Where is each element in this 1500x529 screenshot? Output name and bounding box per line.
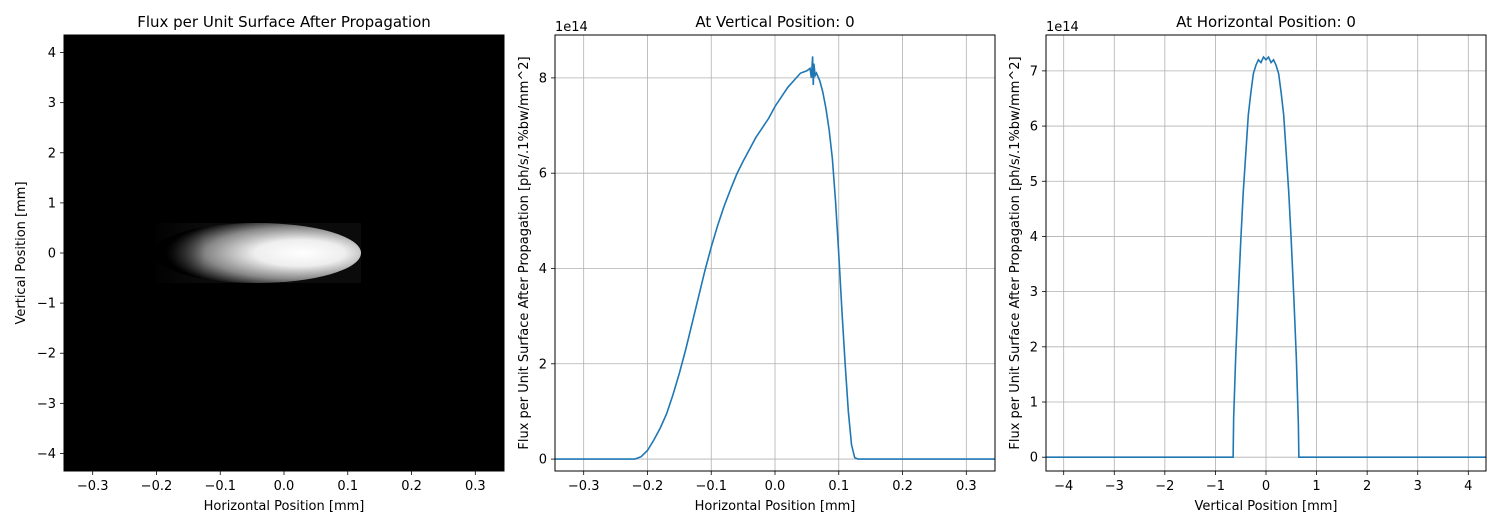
heatmap-x-label: Horizontal Position [mm] [204,499,365,514]
horizontal-cut-x-label: Horizontal Position [mm] [695,499,856,514]
x-tick-label: 1 [1312,479,1320,494]
y-tick-label: 4 [48,46,56,61]
vertical-cut-panel: At Horizontal Position: 0 −4 −3 −2 −1 0 1 2 3 4 … [1008,13,1487,514]
y-tick-label: 2 [539,357,547,372]
y-tick-label: 0 [539,453,547,468]
x-tick-label: 0.0 [274,479,295,494]
y-tick-label: 3 [1030,285,1038,300]
heatmap-x-ticks: −0.3 −0.2 −0.1 0.0 0.1 0.2 0.3 [77,471,486,494]
x-tick-label: 0.2 [401,479,422,494]
x-tick-label: −4 [1054,479,1073,494]
x-tick-label: −0.2 [632,479,664,494]
y-tick-label: 4 [539,262,547,277]
heatmap-title: Flux per Unit Surface After Propagation [137,13,431,31]
y-tick-label: 4 [1030,230,1038,245]
vertical-cut-scale-label: 1e14 [1046,20,1079,35]
heatmap-y-ticks: −4 −3 −2 −1 0 1 2 3 4 [37,46,64,462]
vertical-cut-x-label: Vertical Position [mm] [1194,499,1337,514]
x-tick-label: −0.3 [77,479,109,494]
y-tick-label: 0 [48,247,56,262]
horizontal-cut-scale-label: 1e14 [555,20,588,35]
y-tick-label: 3 [48,96,56,111]
x-tick-label: −0.1 [204,479,236,494]
x-tick-label: 0.0 [765,479,786,494]
x-tick-label: −0.1 [695,479,727,494]
vertical-cut-line [1046,55,1486,459]
x-tick-label: 3 [1414,479,1422,494]
x-tick-label: 2 [1363,479,1371,494]
horizontal-cut-title: At Vertical Position: 0 [695,13,854,31]
y-tick-label: 8 [539,71,547,86]
y-tick-label: −4 [37,447,56,462]
horizontal-cut-panel: At Vertical Position: 0 −0.3 −0.2 −0.1 0.0 0… [517,13,996,514]
x-tick-label: 0.2 [892,479,913,494]
vertical-cut-title: At Horizontal Position: 0 [1176,13,1356,31]
x-tick-label: 0.3 [956,479,977,494]
y-tick-label: 5 [1030,175,1038,190]
x-tick-label: −2 [1155,479,1174,494]
x-tick-label: 4 [1464,479,1472,494]
heatmap-panel: Flux per Unit Surface After Propagation … [14,13,505,514]
x-tick-label: −3 [1105,479,1124,494]
vertical-cut-y-label: Flux per Unit Surface After Propagation … [1008,56,1023,449]
horizontal-cut-grid [555,35,995,471]
x-tick-label: 0.1 [828,479,849,494]
heatmap-y-label: Vertical Position [mm] [14,181,29,324]
y-tick-label: 2 [48,146,56,161]
vertical-cut-y-ticks: 0 1 2 3 4 5 6 7 [1030,64,1046,466]
y-tick-label: 0 [1030,451,1038,466]
x-tick-label: 0.1 [337,479,358,494]
x-tick-label: −0.2 [141,479,173,494]
x-tick-label: 0 [1262,479,1270,494]
vertical-cut-x-ticks: −4 −3 −2 −1 0 1 2 3 4 [1054,471,1472,494]
y-tick-label: 1 [1030,396,1038,411]
vertical-cut-grid [1046,35,1486,471]
y-tick-label: 6 [1030,120,1038,135]
beam-fade [150,220,260,286]
y-tick-label: −2 [37,347,56,362]
x-tick-label: −0.3 [568,479,600,494]
horizontal-cut-y-label: Flux per Unit Surface After Propagation … [517,56,532,449]
horizontal-cut-y-ticks: 0 2 4 6 8 [539,71,555,468]
y-tick-label: −1 [37,297,56,312]
horizontal-cut-line [555,56,995,460]
y-tick-label: 2 [1030,340,1038,355]
y-tick-label: 7 [1030,64,1038,79]
y-tick-label: −3 [37,397,56,412]
y-tick-label: 6 [539,167,547,182]
x-tick-label: −1 [1206,479,1225,494]
y-tick-label: 1 [48,196,56,211]
horizontal-cut-x-ticks: −0.3 −0.2 −0.1 0.0 0.1 0.2 0.3 [568,471,977,494]
x-tick-label: 0.3 [465,479,486,494]
